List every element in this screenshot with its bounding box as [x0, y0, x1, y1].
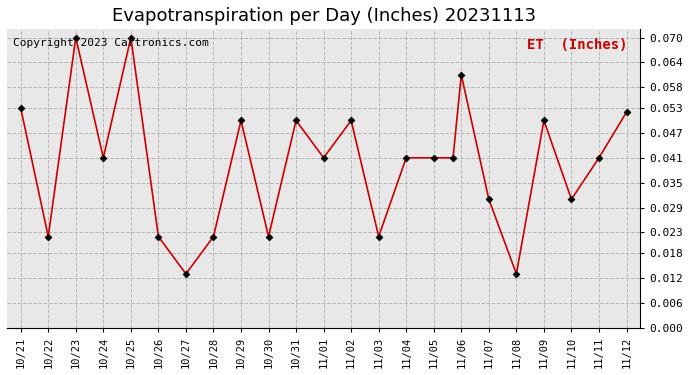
Text: ET  (Inches): ET (Inches): [527, 38, 628, 52]
Title: Evapotranspiration per Day (Inches) 20231113: Evapotranspiration per Day (Inches) 2023…: [112, 7, 535, 25]
Text: Copyright 2023 Cartronics.com: Copyright 2023 Cartronics.com: [13, 38, 209, 48]
